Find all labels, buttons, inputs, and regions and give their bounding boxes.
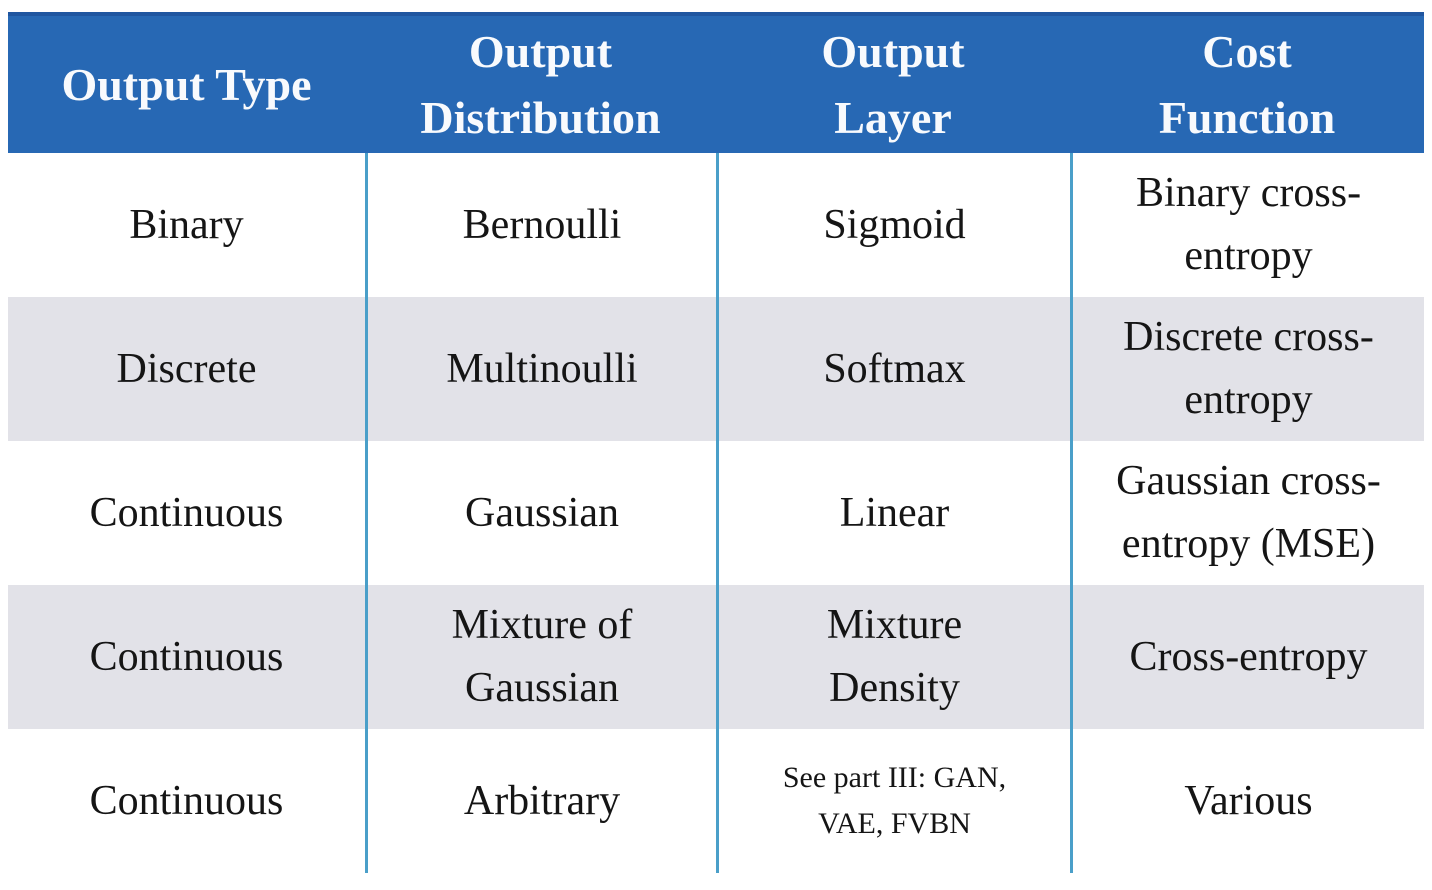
table-cell: Gaussian [365,441,716,585]
table-row-binary: Binary Bernoulli Sigmoid Binary cross- e… [8,153,1424,297]
table-cell: Cross-entropy [1070,585,1424,729]
table-header-row: Output Type Output Distribution Output L… [8,12,1424,153]
table-cell: Continuous [8,585,365,729]
table-row-continuous-mixture: Continuous Mixture of Gaussian Mixture D… [8,585,1424,729]
table-cell: Binary [129,201,244,248]
table-cell: Continuous [89,777,284,824]
output-layer-cost-table: Output Type Output Distribution Output L… [8,12,1424,873]
table-cell: Sigmoid [716,153,1070,297]
table-cell: Discrete [8,297,365,441]
table-cell: Continuous [89,489,284,536]
column-header-cost-function: Cost Function [1070,12,1424,153]
table-cell: Mixture Density [716,585,1070,729]
table-cell: Gaussian cross- entropy (MSE) [1070,441,1424,585]
column-header-output-distribution: Output Distribution [365,12,716,153]
table-cell: Binary cross- entropy [1070,153,1424,297]
table-cell: Discrete cross- entropy [1070,297,1424,441]
table-cell: See part III: GAN, VAE, FVBN [716,729,1070,873]
table-row-discrete: Discrete Multinoulli Softmax Discrete cr… [8,297,1424,441]
table-cell: Linear [716,441,1070,585]
table-cell: Bernoulli [365,153,716,297]
table-cell: Various [1070,729,1424,873]
table-cell: Mixture of Gaussian [365,585,716,729]
table-cell: Multinoulli [365,297,716,441]
table-row-continuous-gaussian: Continuous Gaussian Linear Gaussian cros… [8,441,1424,585]
table-cell: Arbitrary [365,729,716,873]
table-row-continuous-arbitrary: Continuous Arbitrary See part III: GAN, … [8,729,1424,873]
column-header-output-type: Output Type [8,12,365,153]
table-cell: Softmax [716,297,1070,441]
column-header-output-layer: Output Layer [716,12,1070,153]
